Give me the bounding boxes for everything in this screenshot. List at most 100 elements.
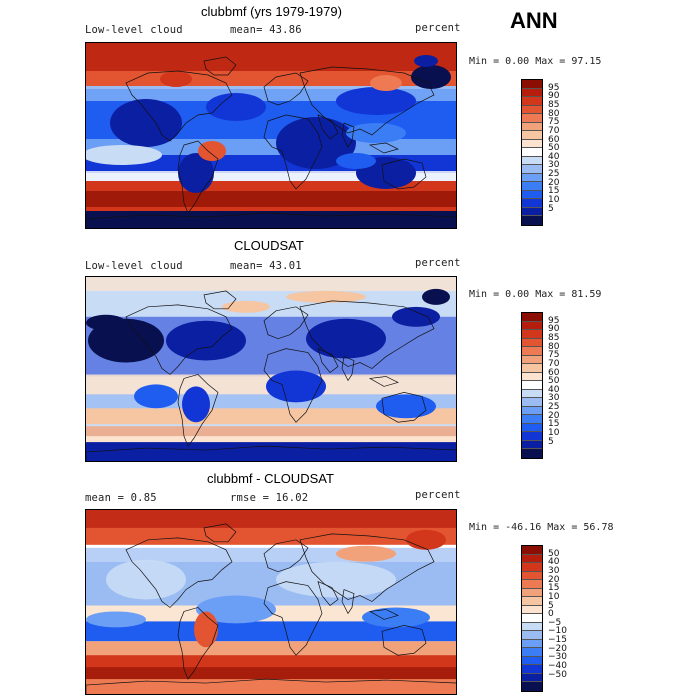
panel-3-map-svg xyxy=(86,510,456,694)
coastline xyxy=(341,589,355,615)
colorbar-swatch xyxy=(522,440,542,450)
panel-1-colorbar-labels: 95 90 85 80 75 70 60 50 40 30 25 20 15 10 5 xyxy=(548,79,588,226)
colorbar-swatch xyxy=(522,381,542,390)
colorbar-tick-label: 90 xyxy=(548,91,560,102)
colorbar-swatch xyxy=(522,364,542,373)
colorbar-swatch xyxy=(522,406,542,416)
colorbar-swatch xyxy=(522,415,542,424)
colorbar-swatch xyxy=(522,199,542,208)
colorbar-swatch xyxy=(522,398,542,407)
coastline xyxy=(177,140,219,214)
colorbar-swatch xyxy=(522,614,542,623)
colorbar-tick-label: 85 xyxy=(548,332,560,343)
colorbar-swatch xyxy=(522,432,542,441)
panel-1-mean: mean= 43.86 xyxy=(230,24,302,36)
coastline xyxy=(125,70,233,142)
colorbar-tick-label: 40 xyxy=(548,151,560,162)
coastline xyxy=(368,142,399,154)
panel-1-minmax: Min = 0.00 Max = 97.15 xyxy=(469,56,602,67)
panel-2-field-label: Low-level cloud xyxy=(85,260,183,272)
coastline xyxy=(341,122,355,148)
colorbar-tick-label: 15 xyxy=(548,583,560,594)
colorbar-tick-label: 0 xyxy=(548,609,554,620)
panel-2-map xyxy=(85,276,457,462)
panel-3-colorbar xyxy=(521,545,543,692)
colorbar-swatch xyxy=(522,682,542,691)
coastline xyxy=(341,356,355,382)
coastline xyxy=(317,348,339,373)
colorbar-tick-label: 50 xyxy=(548,376,560,387)
colorbar-tick-label: 15 xyxy=(548,186,560,197)
colorbar-swatch xyxy=(522,182,542,191)
colorbar-tick-label: 30 xyxy=(548,565,560,576)
colorbar-tick-label: 50 xyxy=(548,548,560,559)
colorbar-tick-label: 70 xyxy=(548,358,560,369)
panel-3-units: percent xyxy=(415,489,461,501)
panel-1-field-label: Low-level cloud xyxy=(85,24,183,36)
colorbar-tick-label: 5 xyxy=(548,203,554,214)
coastline xyxy=(317,581,339,606)
panel-3-mean: mean = 0.85 xyxy=(85,492,157,504)
coastline xyxy=(317,114,339,140)
colorbar-tick-label: 95 xyxy=(548,315,560,326)
colorbar-swatch xyxy=(522,105,542,115)
colorbar-tick-label: −50 xyxy=(548,669,567,680)
colorbar-tick-label: 15 xyxy=(548,419,560,430)
coastline xyxy=(177,607,219,680)
coastline xyxy=(263,348,323,423)
panel-1-map xyxy=(85,42,457,229)
colorbar-swatch xyxy=(522,665,542,674)
panel-1-colorbar xyxy=(521,79,543,226)
coastline xyxy=(203,290,237,310)
panel-3-map xyxy=(85,509,457,695)
colorbar-tick-label: 95 xyxy=(548,82,560,93)
colorbar-swatch xyxy=(522,554,542,564)
coastline xyxy=(203,523,237,543)
colorbar-swatch xyxy=(522,207,542,217)
panel-3-rmse: rmse = 16.02 xyxy=(230,492,309,504)
colorbar-swatch xyxy=(522,372,542,382)
colorbar-swatch xyxy=(522,338,542,348)
colorbar-tick-label: −5 xyxy=(548,617,562,628)
colorbar-tick-label: 60 xyxy=(548,134,560,145)
colorbar-swatch xyxy=(522,216,542,225)
colorbar-swatch xyxy=(522,639,542,649)
colorbar-tick-label: 85 xyxy=(548,99,560,110)
colorbar-swatch xyxy=(522,605,542,615)
colorbar-swatch xyxy=(522,355,542,365)
panel-2-colorbar xyxy=(521,312,543,459)
colorbar-swatch xyxy=(522,347,542,356)
colorbar-tick-label: 10 xyxy=(548,591,560,602)
colorbar-swatch xyxy=(522,622,542,632)
coastline xyxy=(368,376,399,387)
coastline xyxy=(381,158,427,190)
colorbar-swatch xyxy=(522,139,542,149)
colorbar-swatch xyxy=(522,389,542,399)
colorbar-tick-label: 40 xyxy=(548,557,560,568)
colorbar-tick-label: 90 xyxy=(548,324,560,335)
colorbar-swatch xyxy=(522,597,542,606)
coastline xyxy=(381,392,427,423)
colorbar-tick-label: −30 xyxy=(548,652,567,663)
colorbar-tick-label: 30 xyxy=(548,160,560,171)
colorbar-swatch xyxy=(522,673,542,683)
coastline xyxy=(125,537,233,608)
colorbar-swatch xyxy=(522,563,542,572)
colorbar-swatch xyxy=(522,571,542,581)
colorbar-tick-label: 25 xyxy=(548,169,560,180)
colorbar-swatch xyxy=(522,423,542,433)
panel-3-colorbar-labels: 50 40 30 20 15 10 5 0 −5 −10 −15 −20 −30 −40 −50 xyxy=(548,545,588,692)
colorbar-swatch xyxy=(522,631,542,640)
colorbar-swatch xyxy=(522,648,542,657)
panel-2-minmax: Min = 0.00 Max = 81.59 xyxy=(469,289,602,300)
colorbar-swatch xyxy=(522,588,542,598)
colorbar-swatch xyxy=(522,122,542,132)
coastline xyxy=(263,581,323,656)
colorbar-tick-label: 80 xyxy=(548,341,560,352)
panel-1-map-svg xyxy=(86,43,456,228)
colorbar-swatch xyxy=(522,580,542,589)
colorbar-swatch xyxy=(522,114,542,123)
colorbar-tick-label: −40 xyxy=(548,661,567,672)
panel-1-units: percent xyxy=(415,22,461,34)
coastline xyxy=(177,374,219,447)
